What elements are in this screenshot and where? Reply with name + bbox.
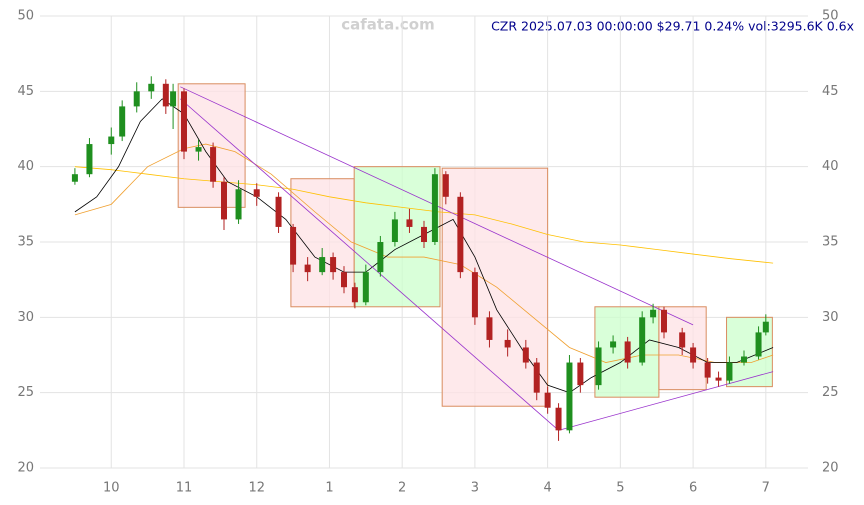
x-tick-label: 3: [471, 481, 479, 496]
trend-line: [180, 98, 559, 431]
candle-body: [704, 362, 711, 378]
x-tick-label: 10: [103, 481, 120, 496]
y-tick-label-right: 20: [822, 461, 839, 476]
candle-body: [442, 174, 449, 197]
y-tick-label: 35: [17, 235, 34, 250]
x-tick-label: 7: [762, 481, 770, 496]
moving-average: [74, 166, 774, 264]
candle-body: [544, 392, 551, 408]
y-tick-label: 20: [17, 461, 34, 476]
candle-body: [679, 332, 686, 348]
candle-body: [275, 196, 282, 227]
candle-body: [351, 287, 358, 303]
candle-body: [595, 347, 602, 386]
candle-body: [406, 219, 413, 227]
candle-body: [235, 189, 242, 220]
candle-body: [133, 91, 140, 107]
x-tick-label: 11: [176, 481, 193, 496]
candle-body: [330, 257, 337, 273]
x-tick-label: 5: [616, 481, 624, 496]
candle-body: [533, 362, 540, 393]
x-tick-label: 1: [325, 481, 333, 496]
candle-body: [195, 147, 202, 152]
watermark: cafata.com: [341, 16, 434, 34]
moving-average: [74, 143, 774, 363]
y-tick-label-right: 40: [822, 159, 839, 174]
y-tick-label-right: 35: [822, 235, 839, 250]
x-tick-label: 4: [543, 481, 551, 496]
candle-body: [421, 226, 427, 242]
candle-body: [486, 317, 493, 340]
x-tick-label: 12: [248, 481, 265, 496]
y-tick-label: 50: [17, 9, 34, 24]
candle-body: [221, 181, 227, 220]
y-tick-label: 25: [17, 385, 34, 400]
candle-body: [522, 347, 529, 363]
y-tick-label: 40: [17, 159, 34, 174]
candle-body: [504, 339, 511, 348]
candle-body: [762, 321, 769, 333]
candle-body: [86, 144, 93, 175]
candle-body: [566, 362, 573, 431]
candle-body: [162, 83, 169, 107]
candle-body: [341, 272, 347, 288]
x-tick-label: 2: [398, 481, 406, 496]
candle-body: [755, 332, 762, 357]
candle-body: [148, 83, 155, 92]
candle-body: [431, 174, 438, 242]
x-tick-label: 6: [689, 481, 697, 496]
candle-body: [577, 362, 584, 386]
candle-body: [170, 91, 177, 107]
candle-body: [726, 362, 733, 381]
candle-body: [715, 377, 722, 381]
candle-body: [319, 257, 326, 273]
candle-body: [377, 242, 384, 273]
candle-body: [690, 347, 697, 363]
candle-body: [624, 341, 631, 363]
candle-body: [290, 226, 297, 265]
candle-body: [391, 219, 398, 242]
y-tick-label-right: 30: [822, 310, 839, 325]
candle-body: [71, 174, 78, 182]
candle-body: [610, 341, 617, 348]
candle-body: [304, 264, 311, 273]
trend-line: [558, 371, 774, 431]
candle-body: [119, 106, 126, 137]
candle-body: [661, 309, 667, 333]
candle-body: [741, 356, 747, 363]
chart-title: CZR 2025.07.03 00:00:00 $29.71 0.24% vol…: [491, 19, 854, 34]
candle-body: [555, 407, 562, 431]
y-tick-label-right: 50: [822, 9, 839, 24]
candle-body: [457, 196, 464, 273]
y-tick-label-right: 25: [822, 385, 839, 400]
candle-body: [108, 136, 115, 145]
candle-body: [210, 147, 217, 182]
candle-body: [181, 91, 187, 152]
candle-body: [650, 309, 657, 318]
y-tick-label: 30: [17, 310, 34, 325]
candle-body: [471, 272, 478, 318]
y-tick-label: 45: [17, 84, 34, 99]
candle-body: [253, 189, 260, 197]
y-tick-label-right: 45: [822, 84, 839, 99]
candle-body: [639, 317, 646, 363]
candle-body: [362, 272, 369, 303]
